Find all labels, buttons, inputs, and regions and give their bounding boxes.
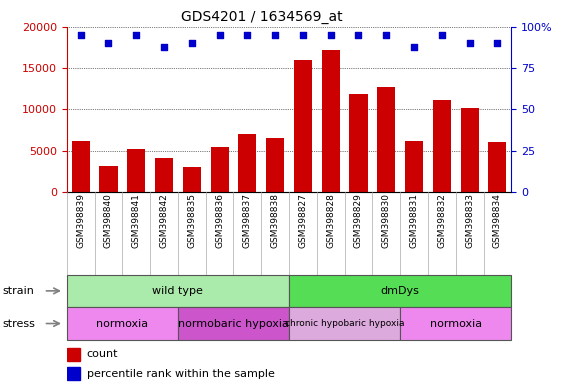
Bar bbox=[67, 367, 80, 380]
Bar bbox=[461, 108, 479, 192]
Bar bbox=[294, 60, 312, 192]
Text: normoxia: normoxia bbox=[430, 318, 482, 329]
Point bbox=[410, 44, 419, 50]
Text: normoxia: normoxia bbox=[96, 318, 148, 329]
Bar bbox=[155, 158, 173, 192]
Bar bbox=[377, 87, 395, 192]
Bar bbox=[289, 275, 511, 307]
Bar bbox=[67, 275, 289, 307]
Bar bbox=[127, 149, 145, 192]
Point bbox=[132, 32, 141, 38]
Point bbox=[354, 32, 363, 38]
Point bbox=[187, 40, 196, 46]
Bar bbox=[238, 134, 256, 192]
Text: stress: stress bbox=[3, 318, 36, 329]
Bar bbox=[489, 142, 507, 192]
Point bbox=[437, 32, 446, 38]
Bar bbox=[289, 307, 400, 340]
Point bbox=[493, 40, 502, 46]
Point bbox=[243, 32, 252, 38]
Bar bbox=[266, 138, 284, 192]
Point bbox=[104, 40, 113, 46]
Text: GDS4201 / 1634569_at: GDS4201 / 1634569_at bbox=[181, 10, 342, 23]
Text: count: count bbox=[87, 349, 119, 359]
Bar bbox=[433, 100, 451, 192]
Point bbox=[76, 32, 85, 38]
Bar bbox=[322, 50, 340, 192]
Text: strain: strain bbox=[3, 286, 35, 296]
Text: chronic hypobaric hypoxia: chronic hypobaric hypoxia bbox=[285, 319, 404, 328]
Point bbox=[298, 32, 307, 38]
Text: dmDys: dmDys bbox=[381, 286, 419, 296]
Bar bbox=[349, 94, 368, 192]
Point bbox=[326, 32, 335, 38]
Point bbox=[215, 32, 224, 38]
Point bbox=[271, 32, 280, 38]
Point bbox=[159, 44, 168, 50]
Bar bbox=[210, 147, 229, 192]
Bar bbox=[67, 348, 80, 361]
Bar bbox=[67, 307, 178, 340]
Point bbox=[382, 32, 391, 38]
Bar bbox=[71, 141, 89, 192]
Bar bbox=[183, 167, 201, 192]
Bar bbox=[405, 141, 423, 192]
Bar bbox=[178, 307, 289, 340]
Text: normobaric hypoxia: normobaric hypoxia bbox=[178, 318, 289, 329]
Text: wild type: wild type bbox=[152, 286, 203, 296]
Text: percentile rank within the sample: percentile rank within the sample bbox=[87, 369, 275, 379]
Bar bbox=[400, 307, 511, 340]
Point bbox=[465, 40, 474, 46]
Bar bbox=[99, 166, 117, 192]
